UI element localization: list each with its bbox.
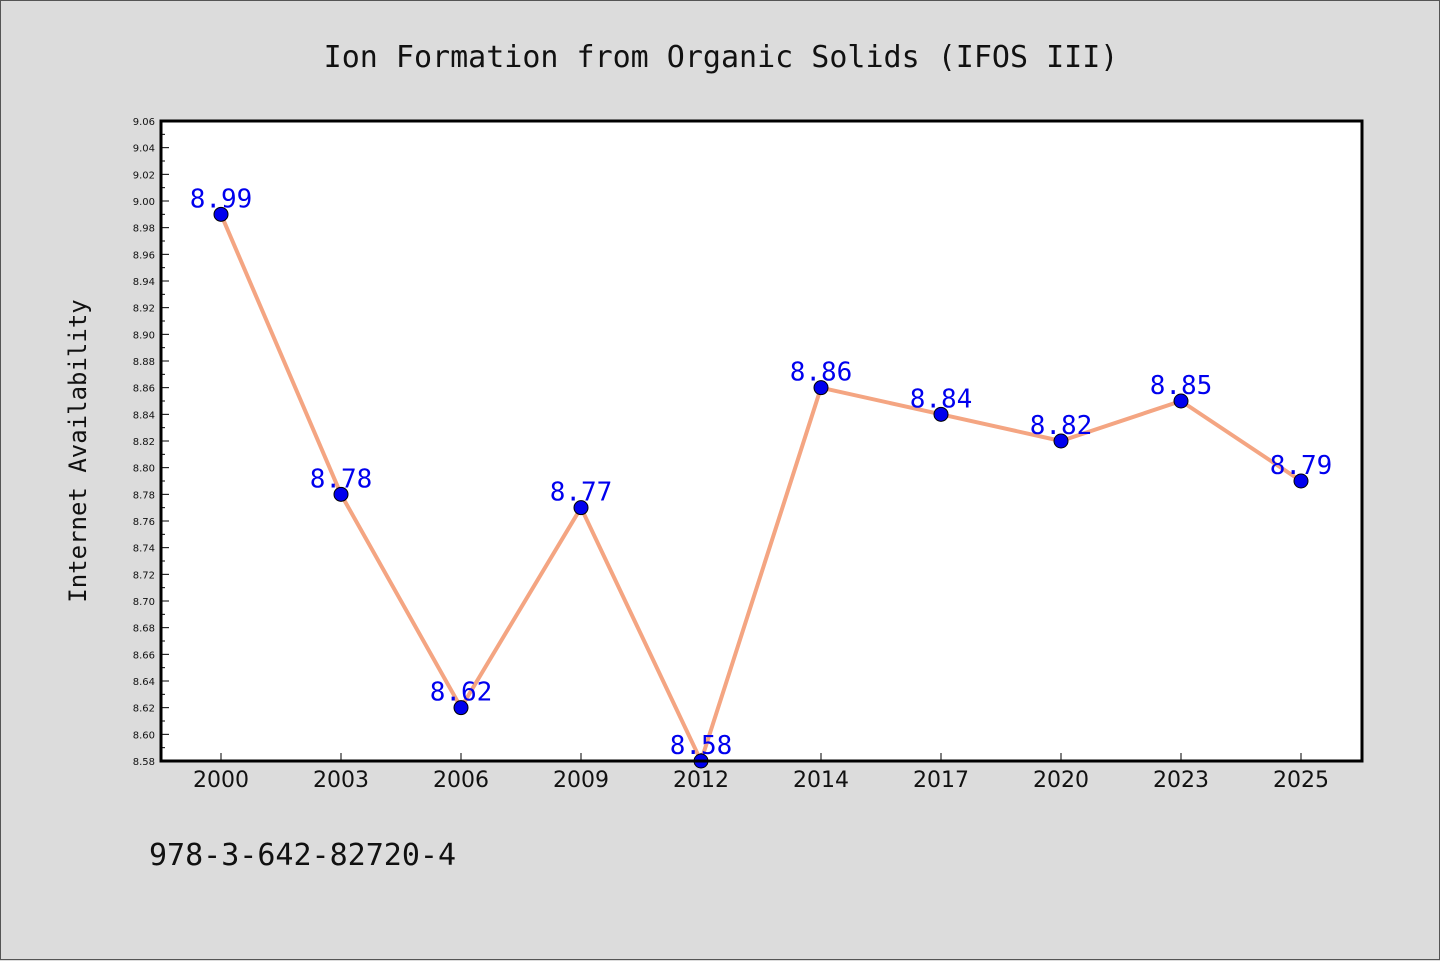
x-tick-label: 2000 bbox=[193, 768, 249, 793]
y-tick-label: 9.06 bbox=[133, 117, 155, 128]
x-tick-label: 2009 bbox=[553, 768, 609, 793]
data-labels: 8.99 8.78 8.62 8.77 8.58 8.86 8.84 8.82 8.85 8.79 bbox=[190, 184, 1333, 761]
y-tick-label: 8.58 bbox=[133, 757, 155, 768]
y-tick-label: 8.76 bbox=[133, 517, 155, 528]
y-tick-label: 8.90 bbox=[133, 330, 155, 341]
data-point bbox=[573, 500, 589, 516]
series-line bbox=[219, 213, 1303, 763]
data-label: 8.85 bbox=[1150, 371, 1213, 401]
y-tick-label: 8.78 bbox=[133, 490, 155, 501]
chart-title: Ion Formation from Organic Solids (IFOS … bbox=[324, 40, 1119, 75]
data-label: 8.78 bbox=[310, 464, 373, 494]
y-tick-label: 8.84 bbox=[133, 410, 155, 421]
x-tick-label: 2012 bbox=[673, 768, 729, 793]
data-point bbox=[213, 206, 229, 222]
series-line-group bbox=[219, 213, 1303, 763]
data-point bbox=[933, 406, 949, 422]
isbn-text: 978-3-642-82720-4 bbox=[149, 838, 456, 873]
y-axis-label: Internet Availability bbox=[64, 299, 92, 602]
x-tick-label: 2020 bbox=[1033, 768, 1089, 793]
y-tick-label: 9.04 bbox=[133, 144, 155, 155]
y-tick-label: 8.72 bbox=[133, 570, 155, 581]
y-tick-label: 8.68 bbox=[133, 624, 155, 635]
y-tick-label: 8.62 bbox=[133, 704, 155, 715]
x-tick-label: 2003 bbox=[313, 768, 369, 793]
data-point bbox=[1173, 393, 1189, 409]
y-tick-label: 9.00 bbox=[133, 197, 155, 208]
plot-border bbox=[159, 119, 1364, 763]
data-point bbox=[333, 486, 349, 502]
data-label: 8.62 bbox=[430, 678, 493, 708]
y-tick-label: 8.88 bbox=[133, 357, 155, 368]
data-label: 8.79 bbox=[1270, 451, 1333, 481]
data-markers bbox=[213, 206, 1309, 769]
y-tick-label: 8.74 bbox=[133, 544, 155, 555]
data-label: 8.99 bbox=[190, 184, 253, 214]
y-tick-label: 8.66 bbox=[133, 650, 155, 661]
y-tick-label: 8.82 bbox=[133, 437, 155, 448]
plot-area bbox=[161, 121, 1362, 761]
y-tick-label: 8.64 bbox=[133, 677, 155, 688]
y-tick-label: 8.60 bbox=[133, 730, 155, 741]
data-label: 8.84 bbox=[910, 384, 973, 414]
data-point bbox=[813, 380, 829, 396]
y-tick-label: 9.02 bbox=[133, 170, 155, 181]
y-tick-label: 8.86 bbox=[133, 384, 155, 395]
x-tick-label: 2006 bbox=[433, 768, 489, 793]
y-tick-label: 8.80 bbox=[133, 464, 155, 475]
x-tick-label: 2017 bbox=[913, 768, 969, 793]
data-point bbox=[1053, 433, 1069, 449]
y-tick-label: 8.94 bbox=[133, 277, 155, 288]
data-label: 8.77 bbox=[550, 478, 613, 508]
y-tick-label: 8.70 bbox=[133, 597, 155, 608]
x-tick-label: 2025 bbox=[1273, 768, 1329, 793]
data-label: 8.58 bbox=[670, 731, 733, 761]
y-tick-label: 8.98 bbox=[133, 224, 155, 235]
x-tick-label: 2023 bbox=[1153, 768, 1209, 793]
data-label: 8.86 bbox=[790, 358, 853, 388]
y-tick-label: 8.96 bbox=[133, 250, 155, 261]
data-point bbox=[453, 700, 469, 716]
x-tick-label: 2014 bbox=[793, 768, 849, 793]
x-axis-ticks: 2000 2003 2006 2009 2012 2014 2017 2020 2023 2025 bbox=[193, 753, 1329, 793]
data-point bbox=[1293, 473, 1309, 489]
y-axis-ticks: 8.58 8.60 8.62 8.64 8.66 8.68 8.70 8.72 8.74 8.76… bbox=[133, 117, 169, 768]
y-tick-label: 8.92 bbox=[133, 304, 155, 315]
data-label: 8.82 bbox=[1030, 411, 1093, 441]
